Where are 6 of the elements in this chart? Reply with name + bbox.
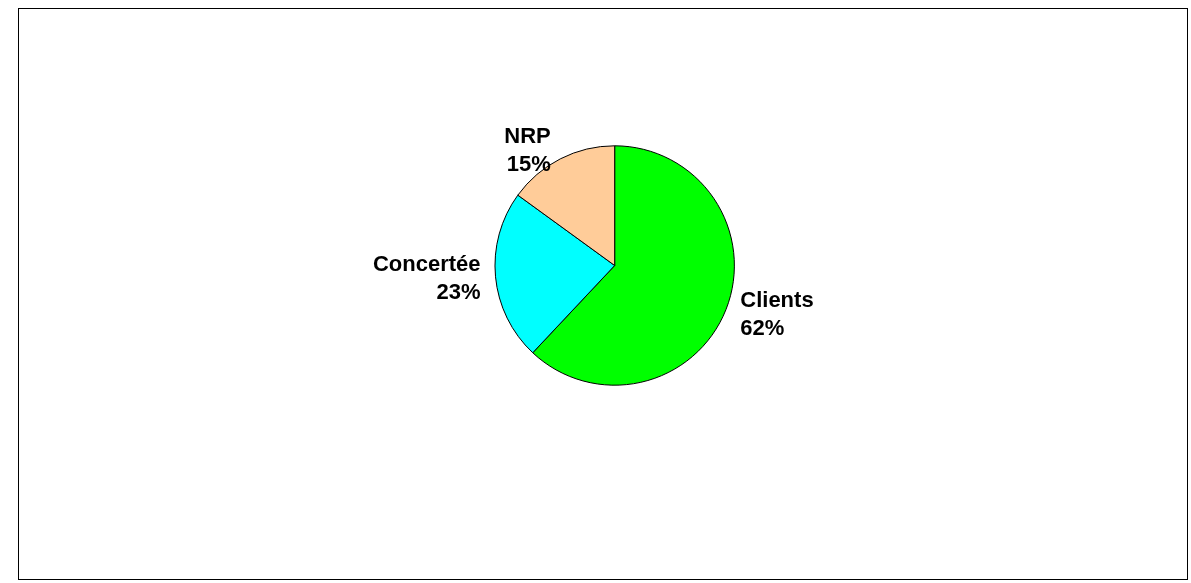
data-label: 23%: [436, 279, 481, 305]
slice-label: Clients: [740, 286, 814, 312]
data-label: 15%: [506, 151, 551, 177]
slice-label: NRP: [504, 123, 551, 149]
data-label: 62%: [740, 314, 785, 340]
slice-label: Concertée: [372, 251, 481, 277]
